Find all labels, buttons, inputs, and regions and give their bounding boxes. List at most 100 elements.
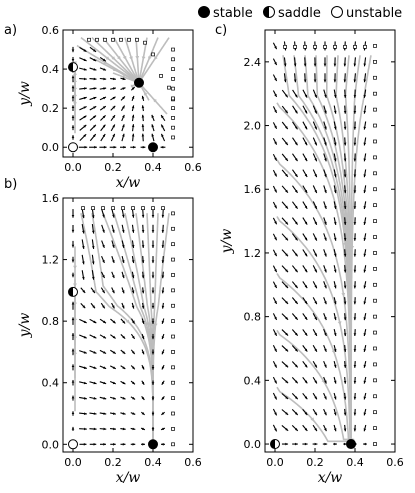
field-arrowhead [304, 189, 308, 193]
field-arrowhead [353, 237, 357, 241]
boundary-square [171, 396, 175, 400]
field-arrowhead [91, 246, 95, 249]
panel-c: 0.0 0.2 0.4 0.6 0.0 0.4 0.8 1.2 1.6 2.0 2.4 x/w y/w [219, 29, 404, 486]
boundary-square [373, 139, 377, 144]
field-arrowhead [83, 77, 87, 81]
field-arrowhead [274, 93, 277, 97]
field-arrowhead [151, 305, 155, 309]
streamline-arrowhead [350, 245, 355, 250]
field-arrowhead [314, 253, 317, 257]
field-arrowhead [353, 174, 357, 178]
field-arrowhead [112, 105, 116, 109]
field-arrowhead [353, 142, 357, 146]
field-arrowhead [343, 317, 347, 321]
field-arrowhead [83, 320, 87, 323]
field-arrowhead [71, 379, 75, 383]
streamline-arrowhead [148, 56, 152, 61]
field-arrowhead [304, 396, 308, 400]
field-arrowhead [363, 285, 367, 289]
field-arrowhead [71, 333, 75, 336]
field-arrowhead [122, 320, 126, 324]
legend-unstable: unstable [331, 6, 402, 21]
field-arrowhead [121, 275, 125, 279]
field-arrowhead [83, 115, 87, 119]
field-arrowhead [82, 215, 85, 219]
field-arrowhead [274, 428, 277, 432]
field-arrowhead [313, 63, 317, 67]
field-arrowhead [71, 105, 75, 109]
legend: stable saddle unstable [198, 6, 402, 21]
field-arrowhead [92, 134, 96, 138]
field-arrowhead [161, 442, 164, 446]
field-arrowhead [102, 134, 106, 137]
boundary-square [373, 442, 377, 446]
boundary-square [363, 45, 367, 49]
y-tick-label: 0.8 [42, 315, 60, 328]
streamline-arrowhead [135, 56, 140, 60]
field-arrowhead [294, 316, 298, 320]
field-arrowhead [285, 428, 289, 431]
field-arrowhead [151, 260, 155, 264]
field-arrowhead [363, 317, 367, 321]
field-arrowhead [131, 229, 135, 233]
field-arrowhead [121, 305, 125, 309]
streamline-arrowhead [144, 91, 148, 96]
field-arrowhead [294, 332, 298, 336]
boundary-square [111, 37, 115, 42]
field-arrowhead [294, 269, 298, 273]
boundary-square [131, 206, 135, 211]
field-arrowhead [103, 351, 107, 354]
y-tick-label: 2.4 [244, 56, 262, 69]
boundary-square [171, 86, 175, 91]
field-arrowhead [324, 285, 327, 289]
field-arrowhead [343, 190, 347, 194]
field-arrowhead [294, 300, 298, 304]
boundary-square [135, 37, 139, 42]
field-arrowhead [141, 412, 145, 415]
field-arrowhead [363, 79, 367, 83]
field-arrowhead [294, 380, 298, 384]
boundary-square [171, 242, 175, 247]
streamline-arrowhead [331, 349, 336, 354]
field-arrowhead [93, 124, 96, 128]
field-arrowhead [141, 336, 145, 340]
field-arrowhead [71, 426, 75, 430]
field-arrowhead [103, 427, 107, 431]
x-tick-label: 0.0 [266, 456, 284, 469]
field-arrowhead [122, 366, 126, 369]
field-arrowhead [131, 351, 135, 355]
streamline-arrowhead [153, 98, 157, 103]
field-arrowhead [324, 237, 327, 241]
field-arrowhead [132, 145, 136, 149]
field-arrowhead [71, 274, 75, 278]
field-arrowhead [285, 110, 288, 114]
field-arrowhead [333, 79, 337, 83]
field-arrowhead [71, 364, 75, 368]
field-arrowhead [343, 158, 347, 162]
field-arrowhead [274, 380, 277, 384]
field-arrowhead [285, 364, 289, 368]
boundary-square [171, 116, 175, 120]
field-arrowhead [353, 206, 357, 209]
field-arrowhead [141, 351, 145, 355]
streamline-arrowhead [111, 56, 116, 61]
field-arrowhead [314, 110, 317, 114]
field-arrowhead [324, 142, 327, 146]
boundary-square [323, 45, 327, 49]
field-arrowhead [84, 412, 87, 415]
field-arrowhead [353, 253, 357, 257]
field-arrowhead [285, 157, 288, 161]
field-arrowhead [112, 115, 116, 119]
field-arrowhead [274, 300, 277, 304]
field-arrowhead [112, 290, 115, 294]
field-arrowhead [324, 412, 327, 416]
field-arrowhead [314, 316, 317, 320]
field-arrowhead [131, 86, 135, 90]
field-arrowhead [71, 75, 75, 79]
field-arrowhead [343, 380, 347, 384]
field-arrowhead [333, 396, 337, 400]
field-arrowhead [285, 332, 289, 336]
field-arrowhead [363, 364, 367, 368]
field-arrowhead [333, 221, 337, 225]
x-tick-label: 0.4 [346, 456, 364, 469]
